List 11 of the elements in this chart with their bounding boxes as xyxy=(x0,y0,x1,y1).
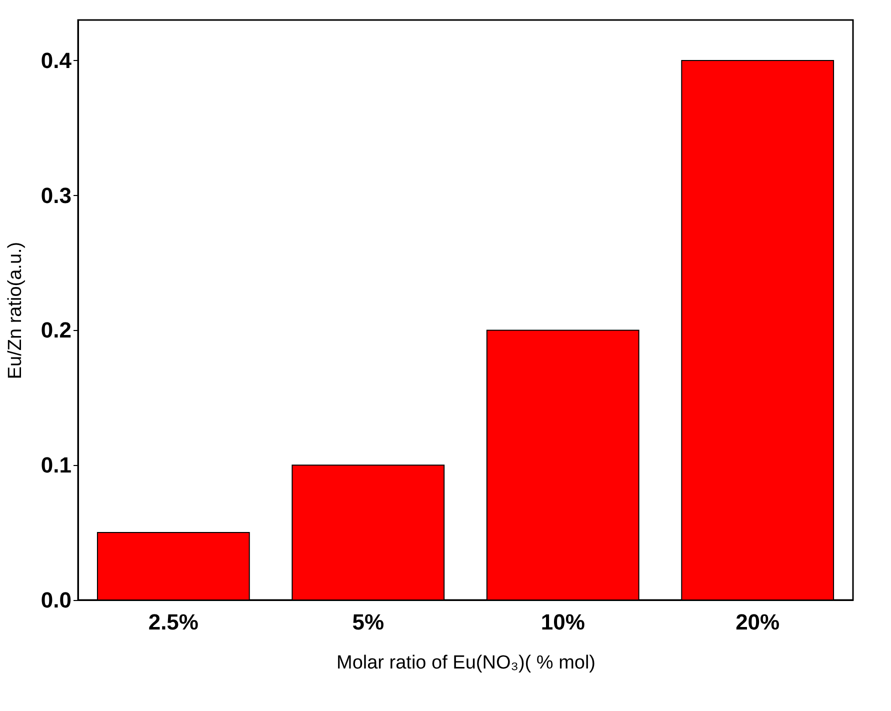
x-axis-title: Molar ratio of Eu(NO₃)( % mol) xyxy=(336,652,596,674)
y-tick-label: 0.3 xyxy=(40,182,72,208)
x-tick-label: 5% xyxy=(352,610,384,634)
x-tick-label: 2.5% xyxy=(148,610,198,634)
x-tick-label: 10% xyxy=(540,610,585,634)
y-axis-title: Eu/Zn ratio(a.u.) xyxy=(4,242,26,380)
y-tick-label: 0.4 xyxy=(40,48,72,73)
x-tick-label: 20% xyxy=(736,610,780,634)
y-tick-label: 0.1 xyxy=(40,452,72,478)
y-tick-label: 0.2 xyxy=(40,318,72,343)
y-tick-label: 0.0 xyxy=(40,588,72,612)
